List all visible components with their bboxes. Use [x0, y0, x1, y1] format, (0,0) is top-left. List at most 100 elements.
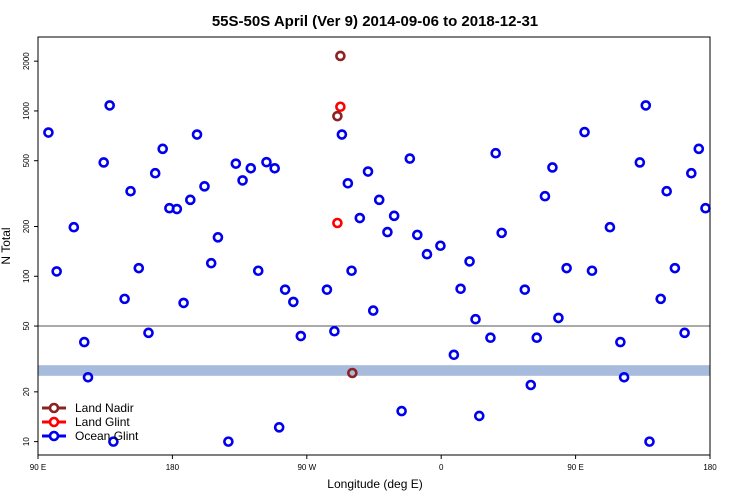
ocean-glint-point — [531, 332, 543, 344]
ocean-glint-point — [655, 293, 667, 305]
ocean-glint-point — [171, 203, 183, 215]
ocean-glint-point — [245, 162, 257, 174]
ocean-glint-point — [119, 293, 130, 305]
ocean-glint-point — [279, 284, 291, 295]
ocean-glint-point — [185, 194, 196, 206]
ocean-glint-point — [539, 190, 551, 202]
ocean-glint-point — [404, 153, 416, 164]
ocean-glint-point — [133, 262, 145, 274]
ocean-glint-point — [679, 327, 690, 339]
ocean-glint-point — [98, 157, 110, 168]
ocean-glint-point — [51, 266, 62, 277]
ocean-glint-point — [157, 143, 168, 155]
x-tick-label: 180 — [703, 463, 717, 472]
land-glint-point — [335, 101, 346, 113]
x-tick-label: 180 — [166, 463, 180, 472]
ocean-glint-point — [269, 162, 280, 174]
ocean-glint-point — [618, 371, 630, 383]
x-tick-label: 90 E — [30, 463, 46, 472]
ocean-glint-point — [519, 284, 531, 295]
ocean-glint-point — [669, 262, 681, 274]
ocean-glint-point — [125, 185, 136, 197]
ocean-glint-point — [143, 327, 154, 339]
ocean-glint-point — [342, 178, 354, 189]
ocean-glint-point — [686, 167, 697, 179]
ocean-glint-point — [252, 265, 264, 277]
ocean-glint-point — [68, 221, 80, 233]
ocean-glint-point — [615, 336, 626, 348]
ocean-glint-point — [700, 202, 711, 214]
y-tick-label: 2000 — [22, 52, 31, 70]
x-tick-label: 90 W — [297, 463, 316, 472]
ocean-glint-point — [553, 312, 564, 324]
ocean-glint-point — [396, 405, 407, 417]
ocean-glint-point — [644, 436, 655, 447]
ocean-glint-point — [373, 194, 385, 206]
chart-title: 55S-50S April (Ver 9) 2014-09-06 to 2018… — [212, 13, 538, 30]
ocean-glint-point — [108, 436, 119, 447]
x-axis-label: Longitude (deg E) — [327, 477, 422, 491]
ocean-glint-point — [354, 212, 366, 224]
plot-frame — [37, 36, 711, 456]
x-tick-label: 0 — [439, 463, 444, 472]
ocean-glint-point — [693, 143, 705, 155]
ocean-glint-point — [346, 265, 357, 277]
ocean-glint-point — [547, 162, 558, 173]
ocean-glint-point — [178, 297, 189, 309]
ocean-glint-point — [448, 349, 460, 361]
ocean-glint-point — [223, 436, 234, 447]
ocean-glint-point — [640, 100, 652, 111]
ocean-glint-point — [586, 265, 598, 277]
land-nadir-point — [335, 50, 346, 62]
ocean-glint-point — [191, 129, 203, 140]
ocean-glint-point — [336, 129, 348, 140]
ocean-glint-point — [604, 221, 616, 233]
y-tick-label: 100 — [22, 269, 31, 283]
x-tick-label: 90 E — [567, 463, 583, 472]
y-tick-label: 200 — [22, 219, 31, 233]
ocean-glint-point — [367, 305, 379, 316]
ocean-glint-point — [388, 210, 400, 222]
ocean-glint-point — [496, 227, 507, 239]
ocean-glint-point — [288, 296, 299, 308]
ocean-glint-point — [78, 336, 90, 348]
y-tick-label: 10 — [22, 437, 31, 446]
ocean-glint-point — [149, 167, 161, 179]
ocean-glint-point — [205, 257, 217, 269]
ocean-glint-point — [104, 100, 115, 111]
ocean-glint-point — [273, 422, 285, 433]
ocean-glint-point — [329, 325, 340, 337]
y-tick-label: 1000 — [22, 101, 31, 119]
ocean-glint-point — [634, 157, 646, 168]
ocean-glint-point — [261, 156, 272, 168]
ocean-glint-point — [382, 226, 393, 238]
ocean-glint-point — [561, 262, 572, 274]
ocean-glint-point — [362, 166, 374, 177]
ocean-glint-point — [473, 410, 485, 422]
y-tick-label: 20 — [22, 387, 31, 396]
y-axis-label: N Total — [0, 227, 13, 264]
y-tick-label: 500 — [22, 153, 31, 167]
ocean-glint-point — [199, 181, 210, 192]
ocean-glint-point — [470, 313, 481, 325]
ocean-glint-point — [525, 379, 537, 391]
ocean-glint-point — [464, 256, 475, 267]
ocean-glint-point — [43, 127, 54, 138]
ocean-glint-point — [237, 175, 248, 186]
legend-label-ocean-glint: Ocean Glint — [75, 429, 139, 443]
legend-marker-ocean-glint — [48, 430, 60, 442]
ocean-glint-point — [435, 240, 446, 252]
land-nadir-point — [347, 367, 358, 379]
y-tick-label: 50 — [22, 321, 31, 330]
land-glint-point — [332, 217, 343, 229]
legend-marker-land-nadir — [48, 402, 60, 414]
ocean-glint-point — [661, 185, 672, 197]
ocean-glint-point — [421, 248, 433, 260]
ocean-glint-point — [321, 284, 333, 295]
shaded-band — [38, 365, 710, 376]
ocean-glint-point — [230, 158, 242, 169]
legend-marker-land-glint — [48, 416, 60, 428]
ocean-glint-point — [82, 371, 94, 383]
